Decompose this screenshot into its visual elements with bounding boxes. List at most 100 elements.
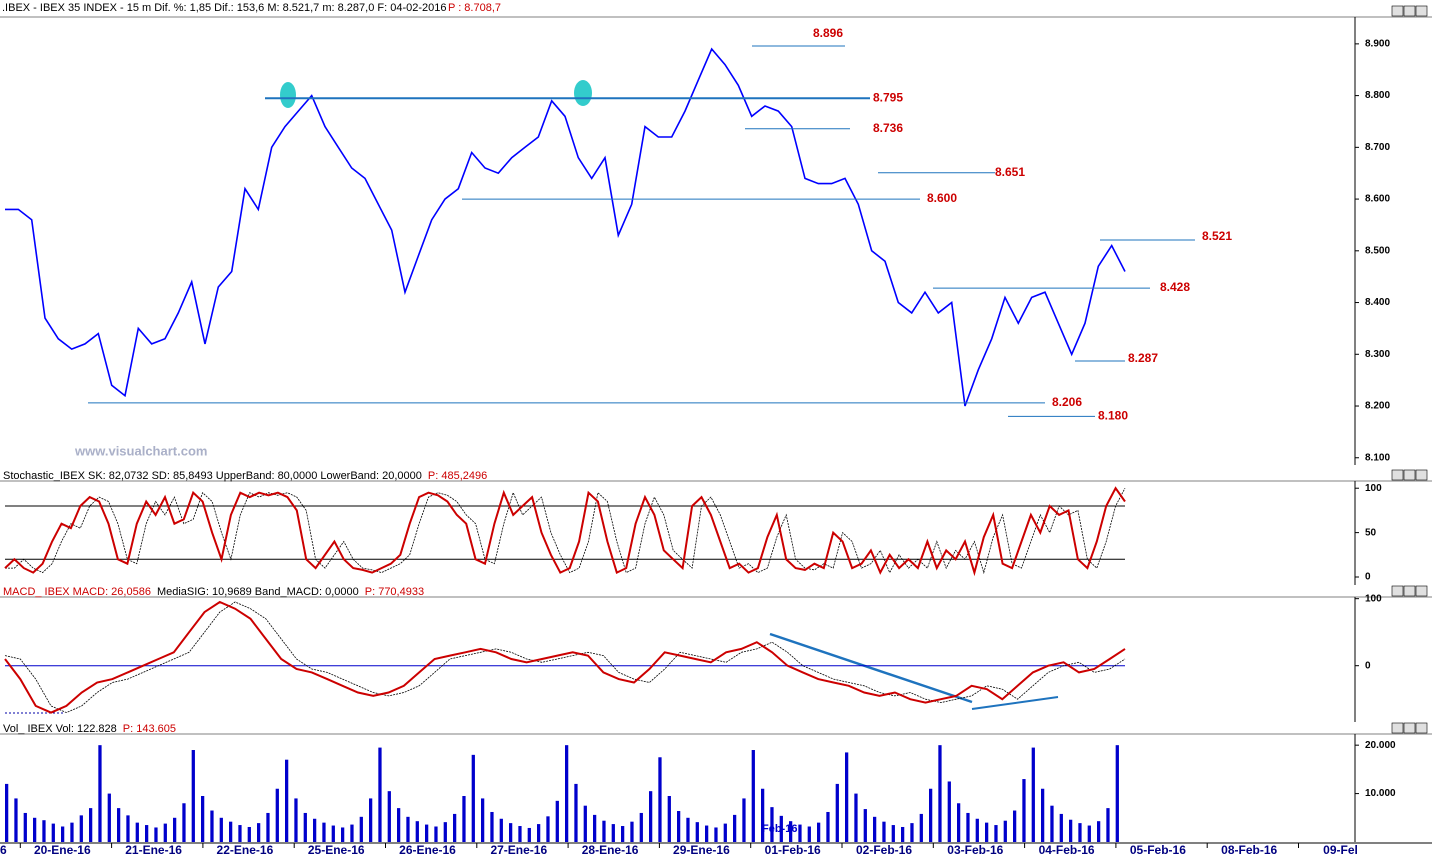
x-tick-label: 22-Ene-16 bbox=[217, 843, 274, 857]
volume-bar bbox=[1050, 805, 1054, 842]
y-tick-label: 8.200 bbox=[1365, 401, 1390, 412]
series-line bbox=[4, 601, 1126, 714]
volume-bar bbox=[1041, 788, 1045, 842]
x-tick-label: 26-Ene-16 bbox=[399, 843, 456, 857]
volume-bar bbox=[919, 813, 923, 842]
volume-bar bbox=[462, 796, 466, 842]
volume-bar bbox=[509, 823, 513, 842]
x-tick-label: 02-Feb-16 bbox=[856, 843, 912, 857]
window-button bbox=[1391, 469, 1404, 481]
level-label: 8.428 bbox=[1160, 280, 1190, 294]
volume-bar bbox=[966, 812, 970, 842]
volume-bar bbox=[667, 796, 671, 842]
x-tick-label: 27-Ene-16 bbox=[490, 843, 547, 857]
volume-bar bbox=[863, 809, 867, 842]
volume-bar bbox=[303, 812, 307, 842]
volume-bar bbox=[341, 827, 345, 842]
volume-bar bbox=[98, 745, 102, 842]
volume-bar bbox=[415, 821, 419, 842]
volume-bar bbox=[229, 821, 233, 842]
pane-subtitle: MediaSIG: 10,9689 Band_MACD: 0,0000 bbox=[157, 586, 359, 598]
y-tick-label: 50 bbox=[1365, 527, 1377, 538]
volume-bar bbox=[33, 817, 37, 842]
volume-bar bbox=[751, 750, 755, 842]
y-tick-label: 20.000 bbox=[1365, 740, 1396, 751]
volume-bar bbox=[947, 781, 951, 842]
volume-bar bbox=[854, 793, 858, 842]
volume-bar bbox=[173, 817, 177, 842]
volume-bar bbox=[201, 796, 205, 842]
volume-bar bbox=[313, 818, 317, 842]
volume-bar bbox=[593, 814, 597, 842]
y-tick-label: 8.100 bbox=[1365, 452, 1390, 463]
volume-bar bbox=[555, 800, 559, 842]
volume-bar bbox=[238, 825, 242, 842]
window-button bbox=[1403, 585, 1416, 597]
series-line bbox=[5, 47, 1126, 407]
level-label: 8.180 bbox=[1098, 409, 1128, 423]
volume-bar bbox=[527, 827, 531, 842]
y-tick-label: 8.700 bbox=[1365, 142, 1390, 153]
volume-bar bbox=[481, 798, 485, 842]
pane-price: P: 770,4933 bbox=[365, 586, 424, 598]
marker bbox=[574, 80, 592, 106]
volume-bar bbox=[677, 811, 681, 842]
volume-bar bbox=[285, 759, 289, 842]
volume-bar bbox=[331, 825, 335, 842]
y-tick-label: 8.500 bbox=[1365, 245, 1390, 256]
volume-bar bbox=[929, 788, 933, 842]
volume-bar bbox=[1031, 747, 1035, 842]
volume-bar bbox=[975, 818, 979, 842]
volume-bar bbox=[742, 798, 746, 842]
x-tick-label: 21-Ene-16 bbox=[125, 843, 182, 857]
volume-bar bbox=[42, 820, 46, 842]
series-line bbox=[5, 488, 1126, 575]
window-button bbox=[1415, 469, 1428, 481]
volume-bar bbox=[163, 823, 167, 842]
window-button bbox=[1415, 585, 1428, 597]
volume-bar bbox=[891, 825, 895, 842]
volume-bar bbox=[89, 808, 93, 842]
volume-bar bbox=[490, 811, 494, 842]
pane-title: MACD_ IBEX MACD: 26,0586 bbox=[3, 586, 151, 598]
trendline bbox=[769, 632, 973, 704]
volume-bar bbox=[733, 814, 737, 842]
x-tick-label: 05-Feb-16 bbox=[1130, 843, 1186, 857]
volume-bar bbox=[723, 823, 727, 842]
volume-bar bbox=[378, 747, 382, 842]
volume-bar bbox=[1106, 808, 1110, 842]
volume-bar bbox=[275, 788, 279, 842]
volume-bar bbox=[425, 824, 429, 842]
volume-bar bbox=[434, 826, 438, 842]
volume-bar bbox=[294, 798, 298, 842]
volume-bar bbox=[14, 798, 18, 842]
volume-bar bbox=[770, 807, 774, 842]
x-tick-label: 01-Feb-16 bbox=[765, 843, 821, 857]
volume-bar bbox=[994, 825, 998, 842]
volume-bar bbox=[1013, 810, 1017, 842]
level-label: 8.206 bbox=[1052, 395, 1082, 409]
volume-bar bbox=[583, 805, 587, 842]
volume-bar bbox=[369, 798, 373, 842]
level-label: 8.600 bbox=[927, 191, 957, 205]
chart-price: P : 8.708,7 bbox=[448, 2, 501, 14]
volume-bar bbox=[705, 825, 709, 842]
window-button bbox=[1391, 585, 1404, 597]
volume-bar bbox=[695, 822, 699, 842]
y-tick-label: 100 bbox=[1365, 483, 1382, 494]
volume-bar bbox=[798, 824, 802, 842]
x-tick-label: 25-Ene-16 bbox=[308, 843, 365, 857]
volume-bar bbox=[957, 803, 961, 842]
volume-bar bbox=[191, 750, 195, 842]
y-tick-label: 8.600 bbox=[1365, 194, 1390, 205]
level-label: 8.736 bbox=[873, 121, 903, 135]
x-tick-label: 6 bbox=[0, 843, 7, 857]
volume-bar bbox=[1097, 821, 1101, 842]
volume-bar bbox=[546, 816, 550, 842]
level-label: 8.795 bbox=[873, 90, 903, 104]
volume-bar bbox=[565, 745, 569, 842]
pane-price: P: 485,2496 bbox=[428, 470, 487, 482]
volume-bar bbox=[882, 821, 886, 842]
volume-bar bbox=[1069, 819, 1073, 842]
